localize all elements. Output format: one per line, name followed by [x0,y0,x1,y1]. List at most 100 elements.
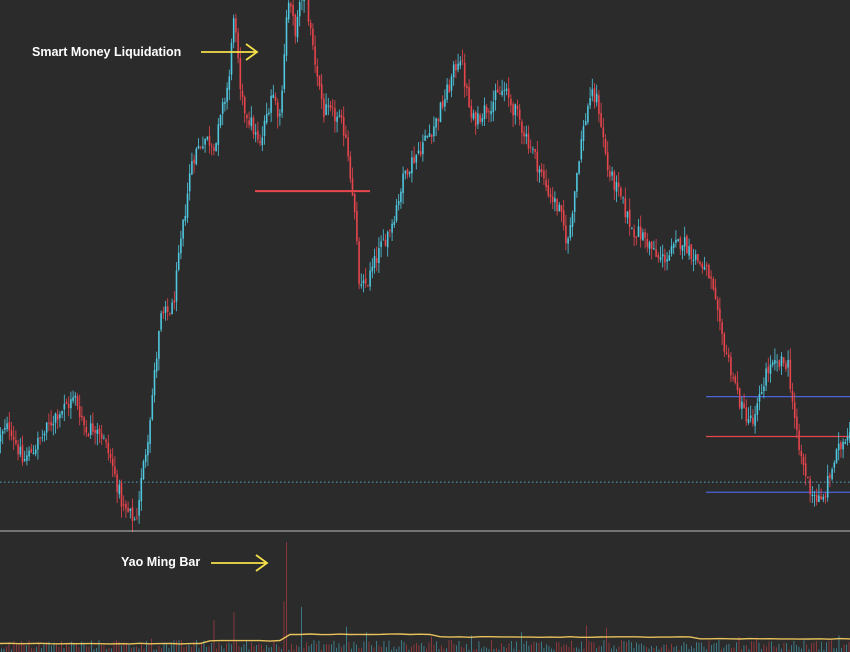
volume-bar [568,647,570,652]
candle-up [446,84,448,100]
volume-bar [698,642,700,652]
candle-down [15,440,17,444]
candle-up [391,223,393,233]
candle-down [351,178,354,196]
volume-bar [538,642,540,652]
volume-bar [286,542,287,652]
volume-bar [368,641,370,652]
volume-bar [86,646,87,652]
candle-up [703,266,706,270]
candle-up [1,431,4,434]
volume-bar [3,648,5,652]
candle-up [842,441,844,450]
candle-up [380,241,382,247]
volume-bar [713,643,715,652]
candle-up [204,138,206,145]
candle-up [369,270,371,287]
candle-up [149,420,151,444]
volume-bar [796,644,797,652]
candle-down [624,198,627,218]
candle-up [32,452,35,455]
candle-down [617,182,620,187]
candle-up [452,64,455,78]
volume-bar [658,649,660,652]
volume-bar [156,649,157,652]
candle-down [829,475,831,478]
volume-bar [136,646,137,652]
candle-down [87,434,90,436]
volume-bar [771,641,772,652]
volume-bar [751,641,752,652]
volume-bar [63,648,65,652]
candle-down [56,414,59,420]
candle-up [371,266,374,272]
volume-bar [501,643,502,652]
volume-bar [836,648,837,652]
volume-bar [178,640,180,652]
volume-bar [798,646,800,652]
candle-up [4,427,6,430]
candle-down [699,262,701,264]
volume-bar [801,648,802,652]
candle-down [307,0,310,22]
volume-bar [581,641,582,652]
volume-bar [351,648,352,652]
candle-up [670,246,673,254]
candle-down [17,444,19,455]
candle-up [573,191,576,212]
volume-bar [288,649,290,652]
candle-up [439,102,442,123]
candle-down [664,254,666,263]
volume-bar [268,647,270,652]
candle-down [461,60,464,62]
volume-bar [151,638,152,652]
volume-bar [438,648,440,652]
volume-bar [263,649,265,652]
candle-down [534,148,536,152]
candle-up [661,254,664,257]
candle-down [719,308,721,322]
volume-bar [361,648,362,652]
candle-down [793,402,796,418]
volume-bar [41,648,42,652]
volume-bar [403,642,405,652]
volume-bar [131,647,132,652]
volume-bar [326,644,327,652]
volume-bar [688,648,690,652]
volume-bar [28,640,30,652]
candle-down [345,134,347,138]
candle-up [325,104,327,116]
candle-down [320,84,323,100]
volume-bar [586,625,587,652]
volume-bar [398,646,400,652]
candle-up [279,113,281,116]
volume-bar [606,627,607,652]
volume-bar [343,644,345,652]
candle-down [331,107,334,109]
candle-down [210,145,213,147]
volume-bar [496,648,497,652]
candle-up [848,432,850,439]
candle-down [455,64,457,71]
volume-bar [841,647,842,652]
volume-bar [641,643,642,652]
volume-bar [316,643,317,652]
candle-up [567,238,569,244]
candle-up [457,63,459,70]
volume-bar [548,646,550,652]
candle-up [694,254,697,260]
volume-bar [88,646,90,652]
candle-up [43,433,46,436]
volume-bar [613,645,615,652]
candle-up [611,171,613,176]
candle-up [642,232,644,241]
candle-up [378,247,380,264]
volume-bar [58,646,60,652]
volume-bar [536,642,537,652]
volume-bar [116,639,117,652]
volume-bar [153,649,155,652]
volume-bar [143,648,145,652]
volume-bar [506,648,507,652]
candle-down [127,508,129,512]
